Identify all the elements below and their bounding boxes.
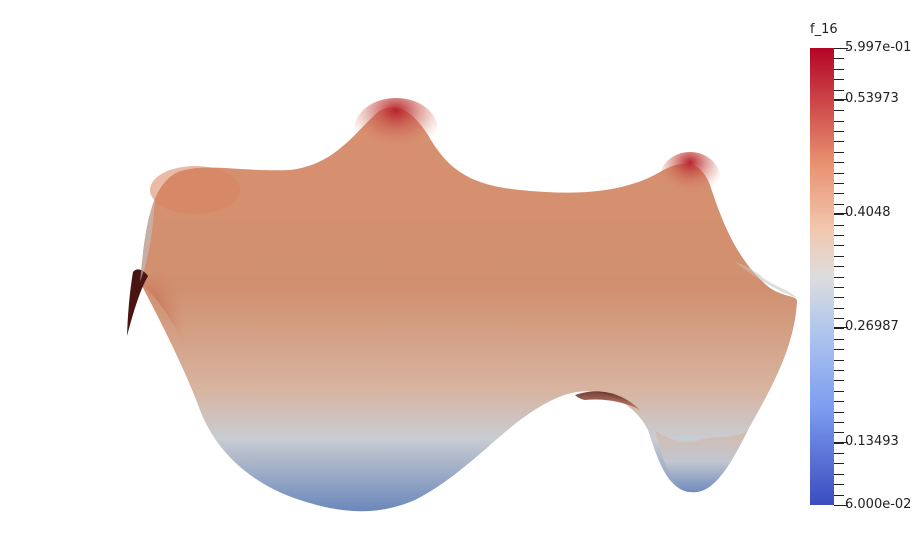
scalar-bar-minor-tick (834, 277, 844, 278)
scalar-bar-minor-tick (834, 256, 844, 257)
scalar-bar-minor-tick (834, 297, 844, 298)
scalar-bar-minor-tick (834, 318, 844, 319)
scalar-bar-minor-tick (834, 412, 844, 413)
scalar-bar-minor-tick (834, 90, 844, 91)
scalar-bar-minor-tick (834, 380, 844, 381)
scalar-bar-minor-tick (834, 214, 844, 215)
surface-left-edge (140, 200, 155, 282)
surface-spike-left (127, 269, 148, 336)
scalar-bar-minor-tick (834, 474, 844, 475)
scalar-bar-major-tick (834, 327, 848, 328)
surface-shoulder-left (150, 166, 240, 214)
scalar-bar-major-tick (834, 99, 848, 100)
scalar-bar-minor-tick (834, 339, 844, 340)
scalar-bar-minor-tick (834, 484, 844, 485)
surface-lobe-right (655, 430, 748, 493)
scalar-bar-minor-tick (834, 391, 844, 392)
scalar-bar-label: 0.53973 (845, 91, 899, 106)
scalar-bar-minor-tick (834, 432, 844, 433)
scalar-bar-title: f_16 (810, 22, 838, 37)
surface-ridge-shadow (575, 391, 640, 410)
scalar-bar-label: 5.997e-01 (845, 40, 912, 55)
scalar-bar-minor-tick (834, 121, 844, 122)
scalar-bar-minor-tick (834, 183, 844, 184)
scalar-bar-minor-tick (834, 443, 844, 444)
scalar-bar-minor-tick (834, 287, 844, 288)
scalar-bar-major-tick (834, 442, 848, 443)
scalar-bar-label: 0.13493 (845, 434, 899, 449)
scalar-bar-major-tick (834, 505, 848, 506)
scalar-bar-minor-tick (834, 110, 844, 111)
scalar-bar-minor-tick (834, 328, 844, 329)
scalar-bar-minor-tick (834, 349, 844, 350)
scalar-bar-label: 0.26987 (845, 319, 899, 334)
scalar-bar-minor-tick (834, 453, 844, 454)
scalar-bar-minor-tick (834, 131, 844, 132)
surface-right-edge (735, 262, 797, 298)
scalar-bar-major-tick (834, 48, 848, 49)
scalar-bar-minor-tick (834, 495, 844, 496)
scalar-bar-major-tick (834, 213, 848, 214)
scalar-bar-minor-tick (834, 173, 844, 174)
scalar-bar-minor-tick (834, 463, 844, 464)
scalar-bar-minor-tick (834, 162, 844, 163)
scalar-bar-minor-tick (834, 360, 844, 361)
scalar-bar-minor-tick (834, 193, 844, 194)
surface-peak-right (660, 152, 720, 204)
scalar-bar-minor-tick (834, 79, 844, 80)
scalar-bar-minor-tick (834, 245, 844, 246)
scalar-bar-minor-tick (834, 308, 844, 309)
scalar-bar-minor-tick (834, 141, 844, 142)
scalar-bar (810, 48, 834, 505)
scalar-bar-minor-tick (834, 235, 844, 236)
scalar-bar-minor-tick (834, 152, 844, 153)
scalar-bar-minor-tick (834, 370, 844, 371)
scalar-bar-minor-tick (834, 401, 844, 402)
scalar-bar-minor-tick (834, 422, 844, 423)
scalar-bar-minor-tick (834, 266, 844, 267)
scalar-bar-minor-tick (834, 58, 844, 59)
scalar-bar-label: 0.4048 (845, 205, 891, 220)
scalar-bar-minor-tick (834, 204, 844, 205)
surface-left-flank (140, 270, 207, 380)
scalar-bar-label: 6.000e-02 (845, 497, 912, 512)
scalar-bar-minor-tick (834, 225, 844, 226)
scalar-bar-minor-tick (834, 69, 844, 70)
surface-peak-center (354, 98, 438, 162)
scalar-bar-minor-tick (834, 100, 844, 101)
surface-body (140, 106, 798, 512)
